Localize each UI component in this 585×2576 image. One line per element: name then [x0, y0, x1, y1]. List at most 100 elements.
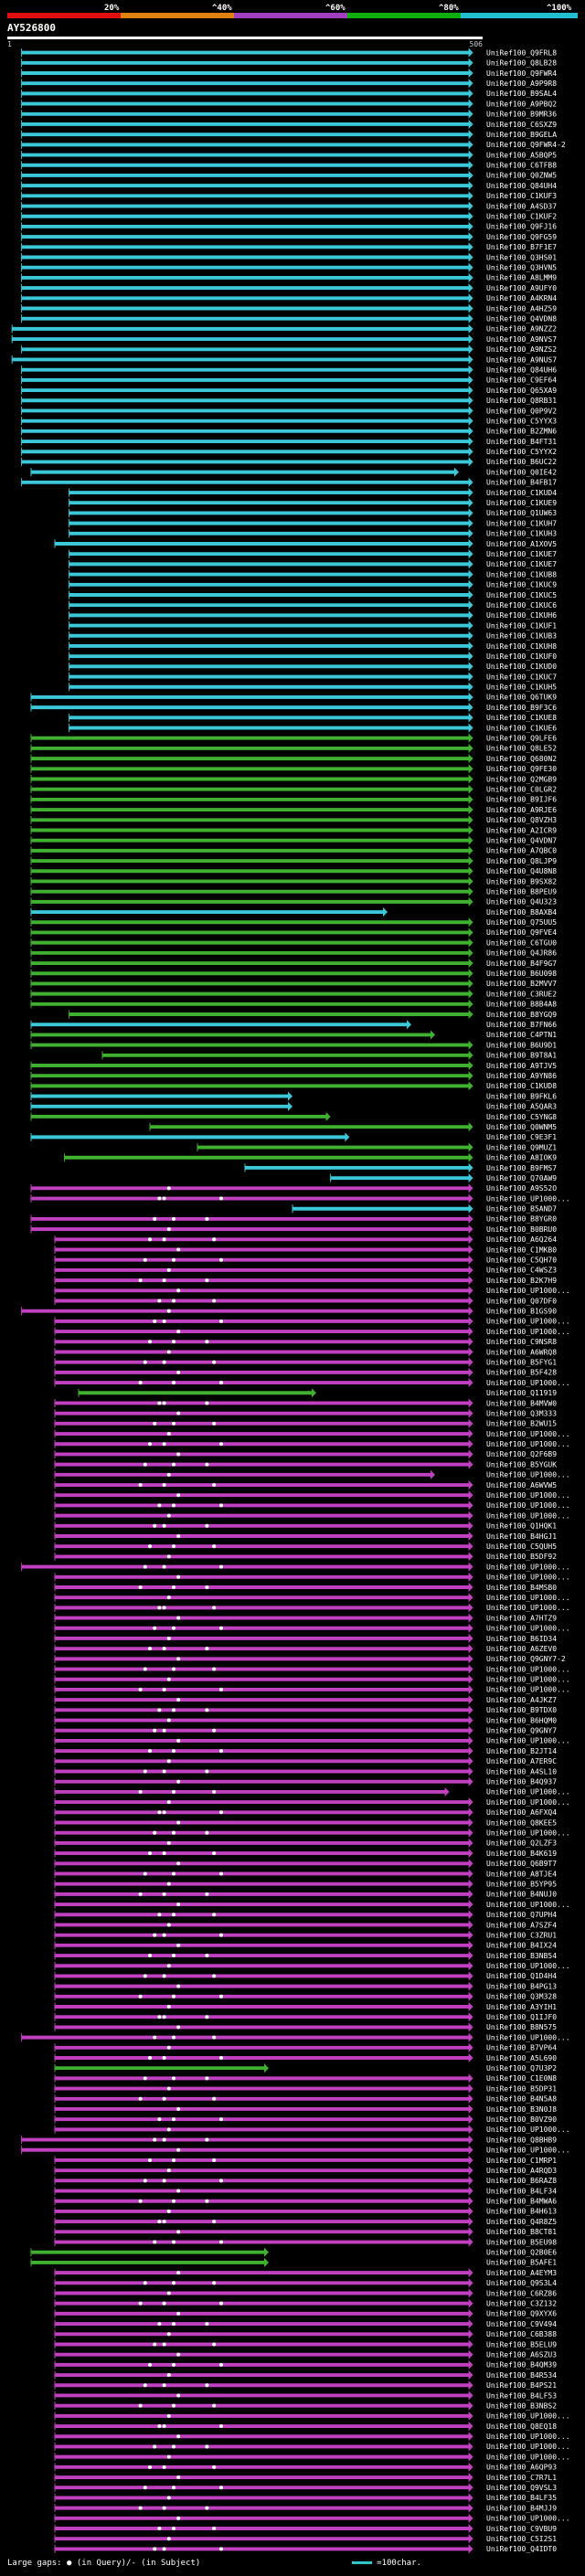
- hit-row[interactable]: UniRef100_UP1000...: [54, 1664, 570, 1674]
- hit-row[interactable]: UniRef100_A1XOV5: [54, 538, 557, 549]
- hit-label[interactable]: UniRef100_UP1000...: [486, 1686, 570, 1694]
- hit-row[interactable]: UniRef100_Q9FVE4: [30, 928, 557, 938]
- hit-row[interactable]: UniRef100_A7QBC0: [30, 845, 557, 855]
- hit-row[interactable]: UniRef100_C5I2S1: [54, 2534, 557, 2544]
- hit-row[interactable]: UniRef100_C6RZ86: [54, 2288, 557, 2298]
- hit-label[interactable]: UniRef100_B9SAL4: [486, 90, 557, 98]
- hit-row[interactable]: UniRef100_B9SAL4: [21, 89, 558, 99]
- hit-label[interactable]: UniRef100_C6TGU0: [486, 938, 557, 947]
- hit-row[interactable]: UniRef100_B4PG13: [54, 1981, 557, 1991]
- hit-row[interactable]: UniRef100_A7HTZ9: [54, 1613, 557, 1623]
- hit-row[interactable]: UniRef100_A3YIH1: [54, 2001, 557, 2012]
- hit-label[interactable]: UniRef100_B6U098: [486, 970, 557, 978]
- hit-label[interactable]: UniRef100_A8TJE4: [486, 1870, 557, 1878]
- hit-row[interactable]: UniRef100_Q1IJF0: [54, 2012, 557, 2022]
- hit-row[interactable]: UniRef100_UP1000...: [54, 1327, 570, 1337]
- hit-label[interactable]: UniRef100_UP1000...: [486, 2453, 570, 2461]
- hit-row[interactable]: UniRef100_B1GS90: [21, 1306, 558, 1316]
- hit-row[interactable]: UniRef100_UP1000...: [54, 1828, 570, 1838]
- hit-label[interactable]: UniRef100_C9V494: [486, 2320, 557, 2328]
- hit-label[interactable]: UniRef100_Q7UPH4: [486, 1911, 557, 1919]
- hit-label[interactable]: UniRef100_B4H613: [486, 2208, 557, 2216]
- hit-row[interactable]: UniRef100_UP1000...: [54, 2411, 570, 2421]
- hit-row[interactable]: UniRef100_A6SZU3: [54, 2349, 557, 2359]
- hit-row[interactable]: UniRef100_Q3HS01: [21, 252, 558, 262]
- hit-label[interactable]: UniRef100_C3Z132: [486, 2300, 557, 2308]
- hit-row[interactable]: UniRef100_Q4U8N8: [30, 866, 557, 876]
- hit-label[interactable]: UniRef100_C1KUH8: [486, 642, 557, 651]
- hit-row[interactable]: UniRef100_C1E0N8: [54, 2073, 557, 2083]
- hit-row[interactable]: UniRef100_Q4VDN8: [21, 313, 558, 323]
- hit-row[interactable]: UniRef100_B5AFE1: [30, 2257, 557, 2267]
- hit-row[interactable]: UniRef100_A5L690: [54, 2052, 557, 2063]
- hit-label[interactable]: UniRef100_Q75UU5: [486, 918, 557, 927]
- hit-label[interactable]: UniRef100_Q1HQK1: [486, 1522, 557, 1531]
- hit-row[interactable]: UniRef100_C0LGR2: [30, 784, 557, 794]
- hit-label[interactable]: UniRef100_C1KUH7: [486, 519, 557, 527]
- hit-row[interactable]: UniRef100_Q9FRL8: [21, 48, 558, 58]
- hit-label[interactable]: UniRef100_B0BRU0: [486, 1225, 557, 1234]
- hit-row[interactable]: UniRef100_Q9GNY7: [54, 1725, 557, 1735]
- hit-row[interactable]: UniRef100_Q0ZNW5: [21, 170, 558, 180]
- hit-label[interactable]: UniRef100_A9YN86: [486, 1072, 557, 1080]
- hit-label[interactable]: UniRef100_Q8EQ18: [486, 2422, 557, 2431]
- hit-row[interactable]: UniRef100_B9F3C6: [30, 703, 557, 713]
- hit-row[interactable]: UniRef100_C1KUB3: [69, 631, 558, 641]
- hit-label[interactable]: UniRef100_B8AXB4: [486, 908, 557, 917]
- hit-row[interactable]: UniRef100_B4MSB0: [54, 1582, 557, 1593]
- hit-label[interactable]: UniRef100_A2ICR9: [486, 826, 557, 834]
- hit-label[interactable]: UniRef100_B5DF92: [486, 1553, 557, 1561]
- hit-row[interactable]: UniRef100_C5YYX2: [21, 447, 558, 457]
- hit-label[interactable]: UniRef100_C6RZ86: [486, 2289, 557, 2297]
- hit-label[interactable]: UniRef100_UP1000...: [486, 2433, 570, 2441]
- hit-label[interactable]: UniRef100_B5YP95: [486, 1880, 557, 1888]
- hit-row[interactable]: UniRef100_Q8EQ18: [54, 2422, 557, 2432]
- hit-label[interactable]: UniRef100_B7FN66: [486, 1021, 557, 1029]
- hit-row[interactable]: UniRef100_UP1000...: [54, 1786, 570, 1797]
- hit-row[interactable]: UniRef100_B7VP64: [54, 2042, 557, 2052]
- hit-label[interactable]: UniRef100_Q9FWR4-2: [486, 141, 566, 149]
- hit-row[interactable]: UniRef100_B4F9G7: [30, 958, 557, 969]
- hit-row[interactable]: UniRef100_B6ID34: [54, 1633, 557, 1644]
- hit-row[interactable]: UniRef100_Q6TUK9: [30, 692, 557, 702]
- hit-label[interactable]: UniRef100_A8LMM9: [486, 274, 557, 282]
- hit-label[interactable]: UniRef100_C1KUC6: [486, 601, 557, 610]
- hit-row[interactable]: UniRef100_B4Q937: [54, 1776, 557, 1786]
- hit-label[interactable]: UniRef100_B2MVV7: [486, 980, 557, 988]
- hit-row[interactable]: UniRef100_B4HGJ1: [54, 1531, 557, 1542]
- hit-label[interactable]: UniRef100_C9E3F1: [486, 1133, 557, 1141]
- hit-label[interactable]: UniRef100_Q8LJP9: [486, 857, 557, 865]
- hit-row[interactable]: UniRef100_A5BQP5: [21, 150, 558, 160]
- hit-row[interactable]: UniRef100_B5YP95: [54, 1879, 557, 1889]
- hit-row[interactable]: UniRef100_UP1000...: [54, 1490, 570, 1500]
- hit-label[interactable]: UniRef100_B5F428: [486, 1369, 557, 1377]
- hit-row[interactable]: UniRef100_A8TJE4: [54, 1869, 557, 1879]
- hit-label[interactable]: UniRef100_B2K7H9: [486, 1277, 557, 1285]
- hit-row[interactable]: UniRef100_Q8LE52: [30, 743, 557, 753]
- hit-row[interactable]: UniRef100_B5DF92: [54, 1552, 557, 1562]
- hit-row[interactable]: UniRef100_A9UFY0: [21, 283, 558, 293]
- hit-label[interactable]: UniRef100_Q8BHB9: [486, 2136, 557, 2144]
- hit-row[interactable]: UniRef100_B3NB54: [54, 1951, 557, 1961]
- hit-label[interactable]: UniRef100_A7ER9C: [486, 1757, 557, 1765]
- hit-row[interactable]: UniRef100_A4RQD3: [54, 2166, 557, 2176]
- hit-row[interactable]: UniRef100_B4FB17: [21, 477, 558, 487]
- hit-row[interactable]: UniRef100_C3Z132: [54, 2298, 557, 2308]
- hit-label[interactable]: UniRef100_B6U9D1: [486, 1041, 557, 1049]
- hit-row[interactable]: UniRef100_C7R7L1: [54, 2472, 557, 2483]
- hit-label[interactable]: UniRef100_C5QH70: [486, 1256, 557, 1265]
- hit-row[interactable]: UniRef100_UP1000...: [54, 2452, 570, 2462]
- hit-label[interactable]: UniRef100_UP1000...: [486, 1287, 570, 1295]
- hit-row[interactable]: UniRef100_UP1000...: [54, 1623, 570, 1633]
- hit-row[interactable]: UniRef100_C6B388: [54, 2329, 557, 2339]
- hit-label[interactable]: UniRef100_Q3HVN5: [486, 264, 557, 272]
- hit-row[interactable]: UniRef100_A9S52O: [30, 1183, 557, 1193]
- hit-label[interactable]: UniRef100_UP1000...: [486, 2412, 570, 2421]
- hit-label[interactable]: UniRef100_B5YGUK: [486, 1460, 557, 1468]
- hit-row[interactable]: UniRef100_B8B4A8: [30, 999, 557, 1009]
- hit-row[interactable]: UniRef100_Q3M333: [54, 1408, 557, 1418]
- hit-row[interactable]: UniRef100_C1KUH6: [69, 610, 558, 620]
- hit-label[interactable]: UniRef100_A7HTZ9: [486, 1614, 557, 1622]
- hit-row[interactable]: UniRef100_Q1HQK1: [54, 1521, 557, 1531]
- hit-label[interactable]: UniRef100_B5ELU9: [486, 2340, 557, 2348]
